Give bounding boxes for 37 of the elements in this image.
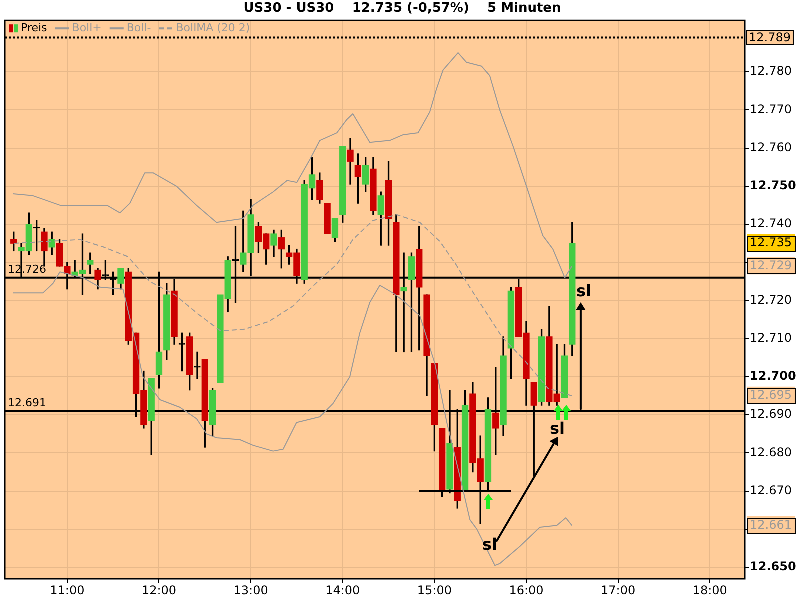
x-tick-label: 14:00 [326, 583, 360, 598]
annotation: sl [550, 419, 566, 438]
x-tick-label: 17:00 [601, 583, 636, 598]
ref-line-label: 12.789 [749, 30, 791, 44]
x-tick-label: 12:00 [142, 583, 177, 598]
y-tick-label: 12.695 [750, 388, 792, 402]
y-tick-label: 12.680 [750, 445, 792, 460]
legend-label: Boll- [126, 21, 152, 34]
y-tick-label: 12.740 [750, 216, 792, 231]
y-tick-label: 12.700 [750, 369, 796, 384]
candlestick [347, 138, 354, 185]
x-tick-label: 16:00 [509, 583, 544, 598]
ref-line-label: 12.691 [8, 396, 46, 410]
y-tick-label: 12.720 [750, 292, 792, 307]
x-tick-label: 18:00 [692, 583, 728, 598]
y-tick-label: 12.710 [750, 330, 792, 345]
y-tick-label: 12.735 [750, 236, 792, 250]
annotation: sl [482, 535, 498, 554]
candlestick [194, 352, 201, 380]
y-tick-label: 12.650 [750, 560, 796, 574]
x-tick-label: 15:00 [417, 583, 452, 598]
x-tick-label: 11:00 [50, 583, 85, 598]
x-tick-label: 13:00 [234, 583, 268, 598]
y-tick-label: 12.760 [750, 140, 792, 154]
chart-title: US30 - US30 12.735 (-0,57%) 5 Minuten [244, 1, 562, 16]
y-tick-label: 12.661 [750, 518, 792, 532]
legend-label: Preis [21, 21, 48, 34]
y-tick-label: 12.780 [750, 64, 792, 78]
y-tick-label: 12.670 [750, 483, 792, 498]
y-tick-label: 12.750 [750, 178, 796, 193]
y-tick-label: 12.690 [750, 407, 792, 422]
legend-label: Boll+ [72, 21, 102, 34]
y-tick-label: 12.770 [750, 102, 792, 116]
y-tick-label: 12.729 [750, 258, 792, 273]
candlestick [324, 203, 331, 234]
annotation: sl [576, 282, 592, 301]
legend-label: BollMA (20 2) [176, 21, 250, 34]
